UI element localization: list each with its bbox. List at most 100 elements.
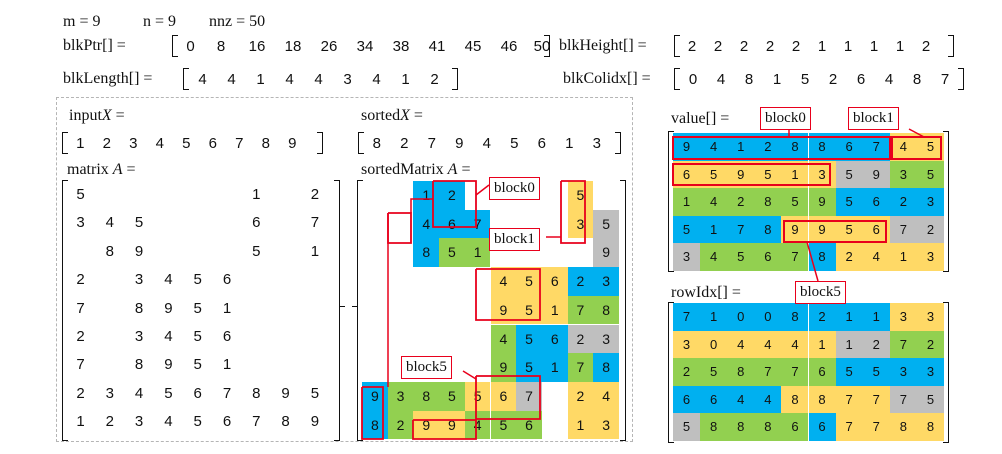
blkptr-item: 26 xyxy=(320,38,338,55)
rowidx-cell: 4 xyxy=(727,385,755,414)
matrixa-cell: 1 xyxy=(222,356,232,374)
value-cell: 1 xyxy=(781,160,809,189)
sortedmatrix-cell: 8 xyxy=(593,295,619,325)
matrixa-cell: 7 xyxy=(76,356,85,374)
rowidx-cell: 6 xyxy=(808,358,836,386)
value-cell: 3 xyxy=(808,160,836,189)
sortedmatrix-cell: 6 xyxy=(516,410,542,440)
inputx-item: 2 xyxy=(102,135,111,152)
block0-label: block0 xyxy=(489,177,540,200)
matrix-arrow-tick xyxy=(340,306,345,308)
matrixa-cell: 2 xyxy=(76,328,85,345)
matrixa-cell: 6 xyxy=(222,413,232,431)
value-cell: 4 xyxy=(862,243,890,271)
matrixa-cell: 5 xyxy=(193,271,202,289)
blklength-bracket-left xyxy=(183,68,189,90)
matrixa-cell: 5 xyxy=(193,328,202,345)
blkheight-item: 2 xyxy=(713,38,723,55)
nnz-value: nnz = 50 xyxy=(209,13,266,30)
blkptr-array: 0 8 16 18 26 34 38 41 45 46 50 xyxy=(178,39,557,54)
matrixa-cell: 8 xyxy=(252,384,261,402)
value-cell: 3 xyxy=(889,160,917,189)
matrixa-cell: 9 xyxy=(134,242,144,260)
rowidx-cell: 7 xyxy=(889,385,917,414)
sortedmatrix-cell: 9 xyxy=(490,353,517,382)
matrixa-cell: 3 xyxy=(76,214,85,232)
rowidx-cell: 3 xyxy=(889,303,917,331)
rowidx-cell: 7 xyxy=(862,413,890,441)
inputx-bracket-right xyxy=(317,132,323,154)
matrixa-cell: 3 xyxy=(134,413,144,431)
inputx-array: 1 2 3 4 5 6 7 8 9 xyxy=(67,136,306,151)
value-block5-outline xyxy=(783,220,887,243)
sortedmatrix-cell: 2 xyxy=(567,324,594,354)
matrixa-cell: 5 xyxy=(310,384,320,402)
value-cell: 2 xyxy=(916,215,944,244)
value-block0-label: block0 xyxy=(760,107,811,130)
blkptr-label: blkPtr[] = xyxy=(63,37,126,54)
matrixa-cell: 1 xyxy=(310,242,320,260)
value-bracket-left xyxy=(668,131,674,272)
rowidx-cell: 4 xyxy=(727,330,755,359)
sortedmatrix-cell: 3 xyxy=(567,209,594,239)
blkcolidx-item: 5 xyxy=(800,71,810,88)
blkcolidx-item: 0 xyxy=(688,71,698,88)
value-cell: 1 xyxy=(889,243,917,271)
blkheight-item: 2 xyxy=(921,38,931,55)
rowidx-cell: 5 xyxy=(862,358,890,386)
block1-label: block1 xyxy=(489,228,540,251)
n-value: n = 9 xyxy=(143,13,177,30)
matrixa-cell: 4 xyxy=(164,271,173,289)
sortedmatrix-cell: 2 xyxy=(439,181,465,210)
rowidx-cell: 3 xyxy=(916,303,944,331)
matrixa-cell: 4 xyxy=(164,413,173,431)
sortedmatrix-cell: 9 xyxy=(439,410,465,440)
matrixa-cell: 8 xyxy=(281,413,290,431)
blkptr-bracket-right xyxy=(544,35,550,57)
blklength-item: 3 xyxy=(343,71,352,88)
rowidx-cell: 1 xyxy=(808,330,836,359)
blklength-item: 1 xyxy=(256,71,265,88)
value-cell: 1 xyxy=(700,215,728,244)
rowidx-cell: 3 xyxy=(916,358,944,386)
value-cell: 6 xyxy=(862,188,890,216)
sortedmatrix-cell: 5 xyxy=(516,353,542,382)
blkptr-item: 41 xyxy=(428,38,446,55)
rowidx-cell: 2 xyxy=(808,303,836,331)
rowidx-cell: 8 xyxy=(916,413,944,441)
blklength-array: 4 4 1 4 4 3 4 1 2 xyxy=(188,72,449,87)
value-cell: 8 xyxy=(754,188,782,216)
block5-outline xyxy=(475,375,541,420)
sortedx-array: 8 2 7 9 4 5 6 1 3 xyxy=(363,136,611,151)
matrixa-cell: 9 xyxy=(164,356,173,374)
value-label: value[] = xyxy=(671,110,730,127)
sortedx-item: 2 xyxy=(400,135,409,152)
matrixa-cell: 3 xyxy=(105,384,114,402)
rowidx-cell: 0 xyxy=(700,330,728,359)
rowidx-cell: 8 xyxy=(808,385,836,414)
value-block3-outline xyxy=(672,163,831,186)
blklength-item: 2 xyxy=(430,71,439,88)
rowidx-cell: 8 xyxy=(700,413,728,441)
sortedx-item: 4 xyxy=(482,135,491,152)
rowidx-cell: 8 xyxy=(754,413,782,441)
inputx-item: 1 xyxy=(76,135,85,152)
value-cell: 5 xyxy=(754,160,782,189)
blkptr-item: 50 xyxy=(533,38,551,55)
value-cell: 6 xyxy=(754,243,782,271)
sortedmatrix-cell: 5 xyxy=(490,410,517,440)
value-block0-outline xyxy=(672,136,891,160)
block-outline-row9 xyxy=(412,419,477,440)
sortedx-item: 7 xyxy=(427,135,436,152)
rowidx-cell: 8 xyxy=(781,385,809,414)
sortedmatrix-cell: 2 xyxy=(567,267,594,296)
matrixa-cell: 6 xyxy=(193,384,202,402)
sortedmatrix-cell: 4 xyxy=(464,410,491,440)
value-cell: 1 xyxy=(673,188,701,216)
rowidx-cell: 8 xyxy=(781,303,809,331)
blkptr-bracket-left xyxy=(172,35,178,57)
blkheight-item: 1 xyxy=(895,38,905,55)
sortedmatrix-cell: 7 xyxy=(516,381,542,411)
